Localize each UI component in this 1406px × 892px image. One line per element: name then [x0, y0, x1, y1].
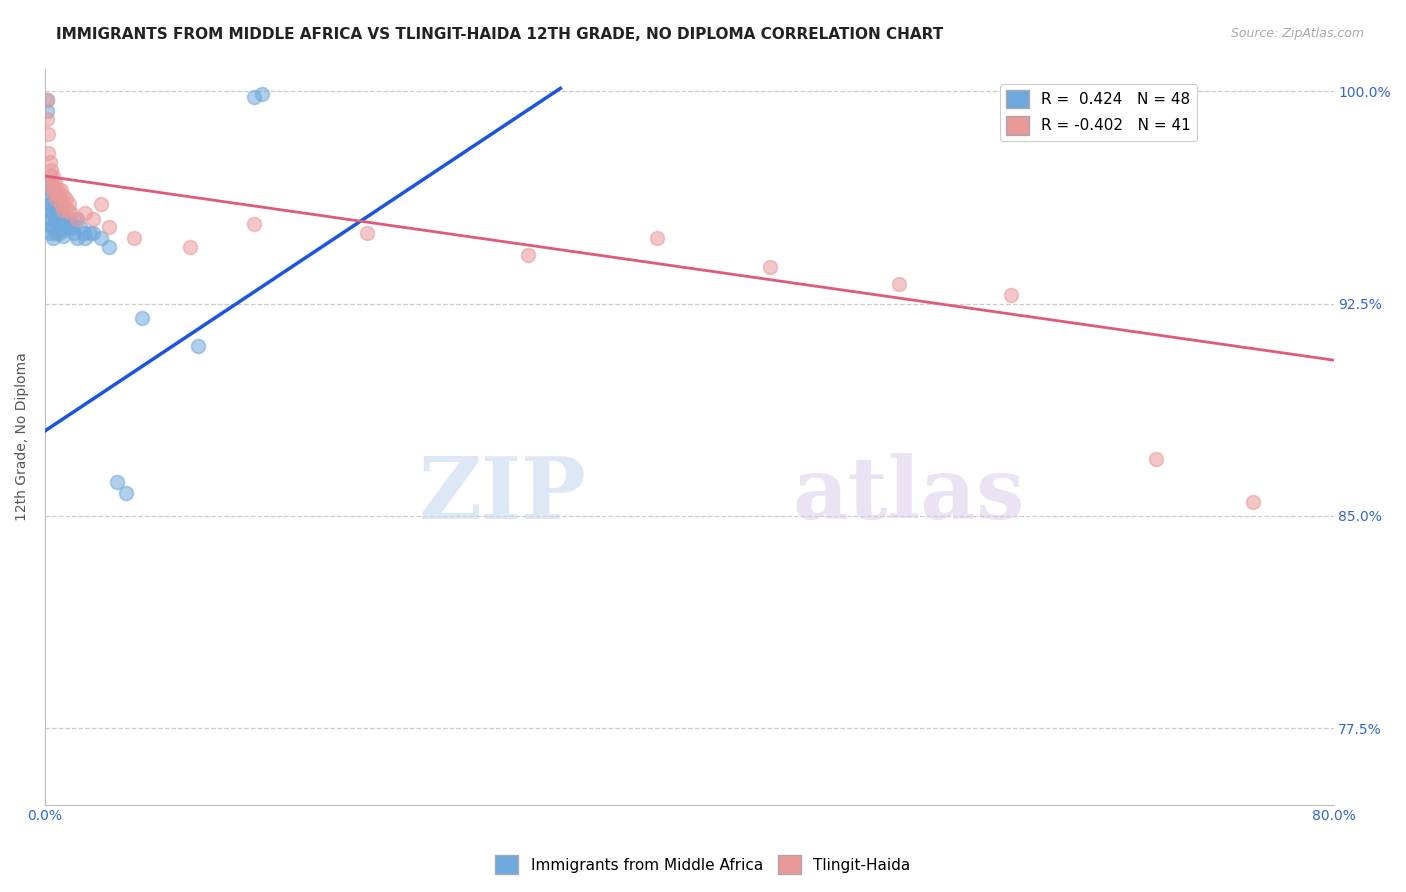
Text: atlas: atlas — [793, 453, 1025, 538]
Point — [52, 189, 75, 203]
Point — [98, 220, 121, 235]
Point — [37, 175, 59, 189]
Legend: R =  0.424   N = 48, R = -0.402   N = 41: R = 0.424 N = 48, R = -0.402 N = 41 — [1000, 84, 1197, 141]
Point — [44, 186, 66, 200]
Point — [60, 220, 83, 235]
Point — [53, 197, 76, 211]
Point — [79, 226, 101, 240]
Point — [44, 175, 66, 189]
Point — [46, 203, 69, 218]
Point — [37, 146, 59, 161]
Point — [38, 169, 60, 183]
Point — [46, 183, 69, 197]
Point — [53, 223, 76, 237]
Point — [75, 231, 97, 245]
Point — [35, 112, 58, 127]
Point — [58, 197, 80, 211]
Point — [45, 192, 67, 206]
Point — [41, 163, 63, 178]
Point — [35, 93, 58, 107]
Point — [59, 217, 82, 231]
Point — [107, 475, 129, 489]
Point — [41, 211, 63, 226]
Point — [243, 90, 266, 104]
Point — [114, 486, 136, 500]
Point — [1144, 452, 1167, 467]
Point — [42, 220, 65, 235]
Point — [90, 197, 112, 211]
Point — [37, 192, 59, 206]
Point — [55, 214, 77, 228]
Point — [35, 93, 58, 107]
Point — [645, 231, 668, 245]
Point — [72, 226, 94, 240]
Point — [66, 211, 89, 226]
Point — [1241, 494, 1264, 508]
Point — [48, 226, 70, 240]
Point — [55, 192, 77, 206]
Point — [38, 183, 60, 197]
Point — [82, 211, 104, 226]
Point — [356, 226, 378, 240]
Point — [48, 211, 70, 226]
Point — [56, 220, 79, 235]
Point — [179, 240, 201, 254]
Point — [90, 231, 112, 245]
Point — [45, 211, 67, 226]
Point — [187, 339, 209, 353]
Point — [52, 217, 75, 231]
Point — [69, 220, 91, 235]
Point — [38, 155, 60, 169]
Point — [49, 220, 72, 235]
Point — [66, 231, 89, 245]
Point — [49, 197, 72, 211]
Point — [63, 226, 86, 240]
Point — [252, 87, 274, 101]
Point — [758, 260, 780, 274]
Point — [37, 203, 59, 218]
Point — [66, 211, 89, 226]
Point — [52, 228, 75, 243]
Point — [42, 183, 65, 197]
Point — [38, 226, 60, 240]
Point — [35, 103, 58, 118]
Point — [517, 248, 540, 262]
Point — [75, 206, 97, 220]
Point — [44, 226, 66, 240]
Point — [41, 197, 63, 211]
Point — [37, 127, 59, 141]
Point — [82, 226, 104, 240]
Y-axis label: 12th Grade, No Diploma: 12th Grade, No Diploma — [15, 352, 30, 521]
Point — [49, 183, 72, 197]
Point — [44, 211, 66, 226]
Point — [42, 206, 65, 220]
Point — [42, 169, 65, 183]
Point — [122, 231, 145, 245]
Point — [45, 197, 67, 211]
Point — [1000, 288, 1022, 302]
Point — [98, 240, 121, 254]
Point — [42, 231, 65, 245]
Text: Source: ZipAtlas.com: Source: ZipAtlas.com — [1230, 27, 1364, 40]
Legend: Immigrants from Middle Africa, Tlingit-Haida: Immigrants from Middle Africa, Tlingit-H… — [489, 849, 917, 880]
Point — [45, 180, 67, 194]
Point — [887, 277, 910, 291]
Point — [52, 203, 75, 218]
Text: IMMIGRANTS FROM MIDDLE AFRICA VS TLINGIT-HAIDA 12TH GRADE, NO DIPLOMA CORRELATIO: IMMIGRANTS FROM MIDDLE AFRICA VS TLINGIT… — [56, 27, 943, 42]
Point — [56, 203, 79, 218]
Point — [38, 197, 60, 211]
Point — [58, 211, 80, 226]
Point — [49, 209, 72, 223]
Point — [41, 178, 63, 192]
Point — [48, 189, 70, 203]
Point — [59, 206, 82, 220]
Point — [243, 217, 266, 231]
Text: ZIP: ZIP — [419, 453, 586, 538]
Point — [131, 310, 153, 325]
Point — [38, 211, 60, 226]
Point — [41, 220, 63, 235]
